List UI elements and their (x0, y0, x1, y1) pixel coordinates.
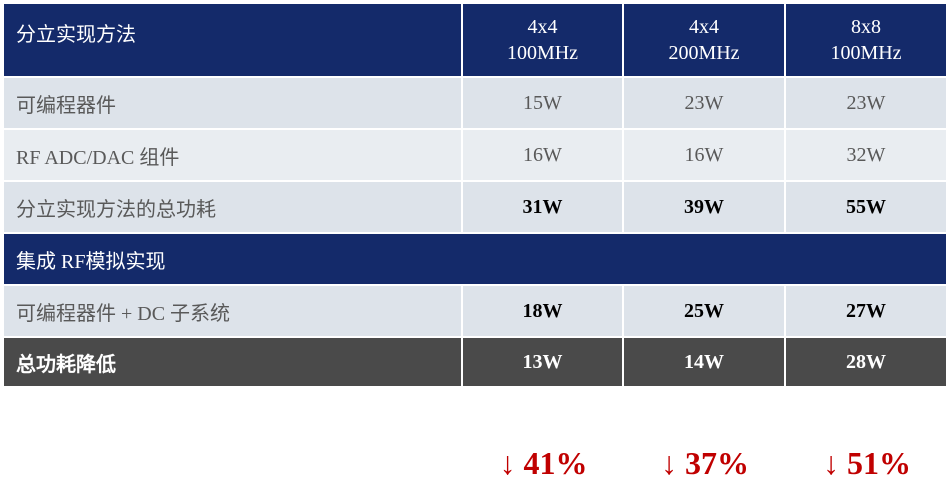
value-cell: 55W (786, 182, 946, 232)
header-line: 4x4 (527, 16, 558, 38)
value-cell: 27W (786, 286, 946, 336)
value-cell: 16W (624, 130, 784, 180)
reduction: ↓ 51% (823, 445, 911, 481)
row-label: 总功耗降低 (4, 338, 461, 386)
value-cell: 31W (463, 182, 622, 232)
header-cell: 4x4 200MHz (624, 4, 784, 76)
value-cell: 13W (463, 338, 622, 386)
header-cell: 分立实现方法 (4, 4, 461, 76)
value-cell: 18W (463, 286, 622, 336)
value-cell: 39W (624, 182, 784, 232)
value-cell: 15W (463, 78, 622, 128)
value-cell: 23W (624, 78, 784, 128)
header-cell: 4x4 100MHz (463, 4, 622, 76)
value-cell: 14W (624, 338, 784, 386)
row-label: 可编程器件 + DC 子系统 (4, 286, 461, 336)
header-line: 4x4 (689, 16, 719, 38)
reduction: ↓ 41% (499, 445, 588, 481)
reduction: ↓ 37% (661, 445, 749, 481)
header-line: 100MHz (830, 42, 902, 64)
header-line: 200MHz (668, 42, 740, 64)
row-label: 分立实现方法的总功耗 (4, 182, 461, 232)
value-cell: 16W (463, 130, 622, 180)
value-cell: 25W (624, 286, 784, 336)
header-cell: 8x8 100MHz (786, 4, 946, 76)
value-cell: 28W (786, 338, 946, 386)
section-row: 集成 RF模拟实现 (4, 234, 946, 284)
value-cell: 23W (786, 78, 946, 128)
value-cell: 32W (786, 130, 946, 180)
row-label: 可编程器件 (4, 78, 461, 128)
header-line: 8x8 (851, 16, 881, 38)
row-label: RF ADC/DAC 组件 (4, 130, 461, 180)
header-line: 100MHz (506, 42, 579, 64)
